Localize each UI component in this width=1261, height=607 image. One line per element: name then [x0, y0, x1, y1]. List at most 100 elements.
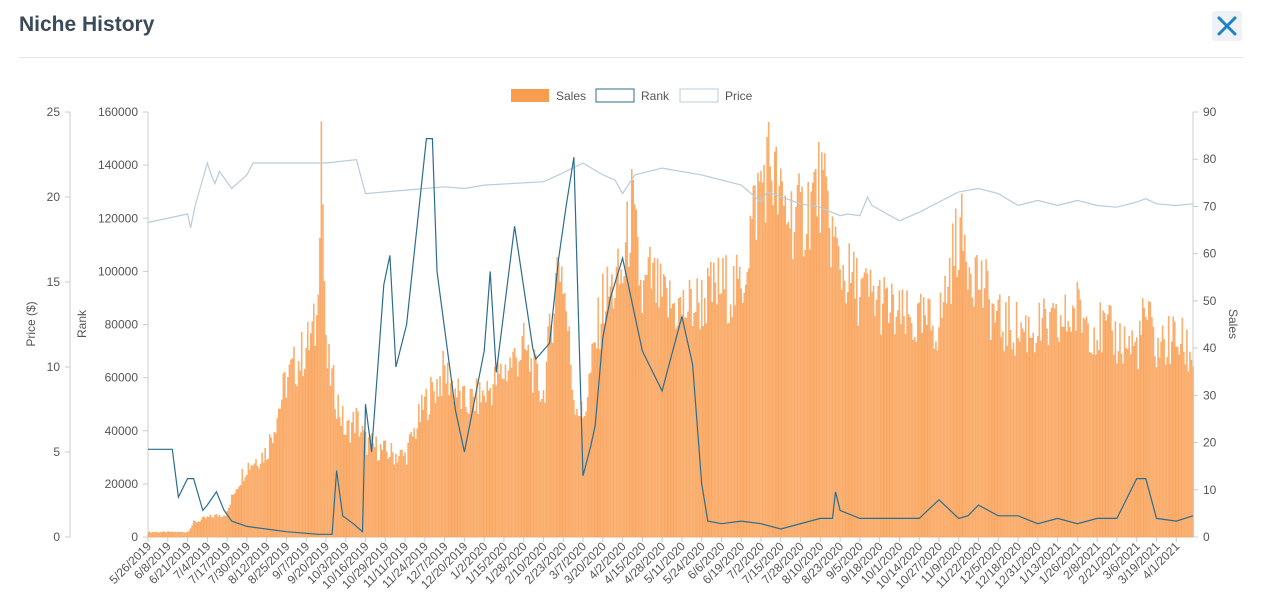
- sales-bar: [297, 361, 300, 538]
- legend-label-price[interactable]: Price: [725, 89, 753, 103]
- sales-bar: [360, 432, 362, 538]
- sales-bar: [977, 289, 980, 538]
- sales-bar: [723, 289, 726, 538]
- sales-bar: [293, 346, 295, 538]
- sales-bar: [334, 409, 336, 538]
- sales-bar: [669, 280, 671, 538]
- sales-bar: [685, 317, 688, 538]
- sales-bar: [1116, 363, 1118, 538]
- sales-bar: [252, 465, 254, 538]
- sales-bar: [530, 358, 533, 538]
- sales-bar: [533, 349, 536, 538]
- sales-bar: [341, 406, 344, 538]
- sales-bar: [466, 412, 469, 538]
- sales-bar: [1096, 340, 1098, 538]
- sales-bar: [1163, 339, 1165, 538]
- legend-swatch-rank[interactable]: [595, 88, 635, 103]
- sales-bar: [816, 216, 819, 538]
- sales-bar: [843, 280, 846, 538]
- sales-bar: [997, 299, 1000, 538]
- sales-bar: [227, 508, 230, 538]
- sales-bar: [1122, 363, 1124, 538]
- sales-bar: [1155, 367, 1158, 538]
- sales-bar: [611, 274, 613, 538]
- sales-bar: [716, 304, 718, 538]
- sales-bar: [954, 208, 957, 538]
- sales-bar: [1078, 289, 1080, 538]
- sales-bar: [859, 297, 861, 538]
- sales-bar: [1055, 304, 1057, 538]
- sales-bar: [159, 532, 161, 538]
- sales-bar: [1031, 337, 1033, 538]
- sales-bar: [244, 477, 247, 538]
- sales-bar: [848, 243, 850, 538]
- sales-bar: [407, 442, 409, 538]
- sales-bar: [564, 293, 566, 538]
- sales-bar: [440, 396, 443, 538]
- sales-bar: [936, 350, 939, 538]
- sales-bar: [983, 288, 986, 538]
- sales-bar: [656, 258, 659, 538]
- sales-bar: [930, 330, 933, 538]
- sales-bar: [421, 394, 423, 538]
- sales-bar: [1050, 307, 1053, 538]
- price-tick-label: 15: [47, 275, 61, 289]
- sales-bar: [1070, 331, 1073, 538]
- sales-bar: [769, 166, 771, 538]
- legend-label-sales[interactable]: Sales: [556, 89, 586, 103]
- legend-label-rank[interactable]: Rank: [641, 89, 670, 103]
- sales-bar: [993, 304, 995, 538]
- sales-bar: [449, 383, 452, 538]
- sales-bar: [410, 431, 412, 538]
- sales-bar: [780, 168, 782, 538]
- sales-bar: [405, 464, 408, 538]
- sales-bar: [580, 401, 583, 538]
- sales-bar: [923, 297, 925, 538]
- sales-bar: [497, 362, 499, 538]
- sales-bar: [446, 362, 449, 538]
- sales-bar: [1105, 320, 1108, 538]
- sales-bar: [883, 277, 885, 538]
- sales-bar: [541, 398, 543, 538]
- sales-bar: [381, 449, 383, 538]
- sales-bar: [1037, 336, 1039, 538]
- rank-tick-label: 160000: [98, 105, 138, 119]
- sales-bar: [643, 280, 645, 538]
- sales-bar: [282, 373, 285, 538]
- sales-bar: [629, 252, 631, 538]
- sales-bar: [758, 181, 761, 538]
- sales-bar: [939, 292, 942, 538]
- sales-bar: [1023, 332, 1025, 538]
- sales-bar: [513, 347, 516, 538]
- sales-bar: [1066, 331, 1068, 538]
- sales-bars: [147, 121, 1194, 538]
- sales-bar: [586, 397, 589, 538]
- legend-swatch-price[interactable]: [679, 88, 719, 103]
- sales-bar: [322, 204, 324, 538]
- sales-bar: [1018, 341, 1021, 538]
- sales-bar: [195, 522, 198, 538]
- sales-bar: [431, 382, 434, 538]
- sales-bar: [714, 282, 717, 538]
- sales-bar: [646, 275, 648, 538]
- sales-bar: [332, 365, 335, 538]
- sales-bar: [319, 237, 321, 538]
- sales-bar: [719, 294, 721, 538]
- sales-bar: [804, 250, 806, 538]
- sales-bar: [1181, 317, 1184, 538]
- sales-bar: [967, 289, 969, 538]
- sales-bar: [500, 363, 502, 538]
- legend-swatch-sales[interactable]: [511, 89, 549, 102]
- sales-bar: [623, 276, 625, 538]
- sales-bar: [974, 257, 977, 538]
- sales-bar: [189, 528, 192, 538]
- sales-bar: [667, 317, 669, 538]
- sales-bar: [504, 364, 507, 538]
- sales-bar: [1076, 281, 1079, 538]
- sales-bar: [1067, 321, 1070, 538]
- sales-bar: [168, 531, 171, 538]
- sales-bar: [270, 437, 272, 538]
- close-button[interactable]: [1212, 11, 1242, 41]
- sales-bar: [840, 290, 843, 538]
- sales-bar: [539, 401, 542, 538]
